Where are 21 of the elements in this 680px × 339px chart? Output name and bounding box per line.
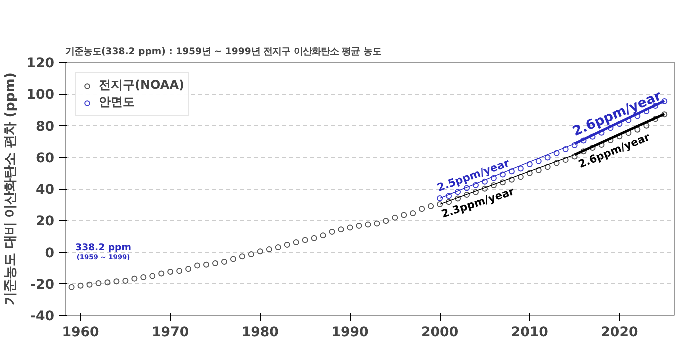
y-tick-label: -40 bbox=[30, 310, 55, 324]
x-tick-label: 1980 bbox=[242, 326, 279, 339]
y-tick-label: 20 bbox=[36, 214, 55, 230]
legend-label: 전지구(NOAA) bbox=[99, 77, 184, 94]
chart-title: 기준농도(338.2 ppm) : 1959년 ~ 1999년 전지구 이산화탄소 평균 농도 bbox=[66, 46, 382, 58]
x-tick-label: 2020 bbox=[601, 326, 638, 339]
y-tick-label: 60 bbox=[36, 151, 55, 166]
y-tick-label: 120 bbox=[26, 56, 55, 72]
y-tick-label: -20 bbox=[30, 278, 55, 293]
x-tick-label: 2000 bbox=[422, 326, 459, 339]
annotation: 338.2 ppm bbox=[76, 242, 132, 254]
y-tick-label: 0 bbox=[45, 246, 55, 262]
legend-label: 안면도 bbox=[99, 94, 135, 111]
x-tick-label: 1960 bbox=[62, 326, 100, 339]
y-tick-label: 100 bbox=[26, 88, 55, 104]
y-axis-title: 기준농도 대비 이산화탄소 편차 (ppm) bbox=[4, 72, 19, 306]
x-tick-label: 2010 bbox=[511, 326, 548, 339]
x-tick-label: 1990 bbox=[332, 326, 369, 339]
x-tick-label: 1970 bbox=[152, 326, 190, 339]
y-tick-label: 80 bbox=[36, 120, 55, 135]
y-tick-label: 40 bbox=[36, 183, 55, 198]
